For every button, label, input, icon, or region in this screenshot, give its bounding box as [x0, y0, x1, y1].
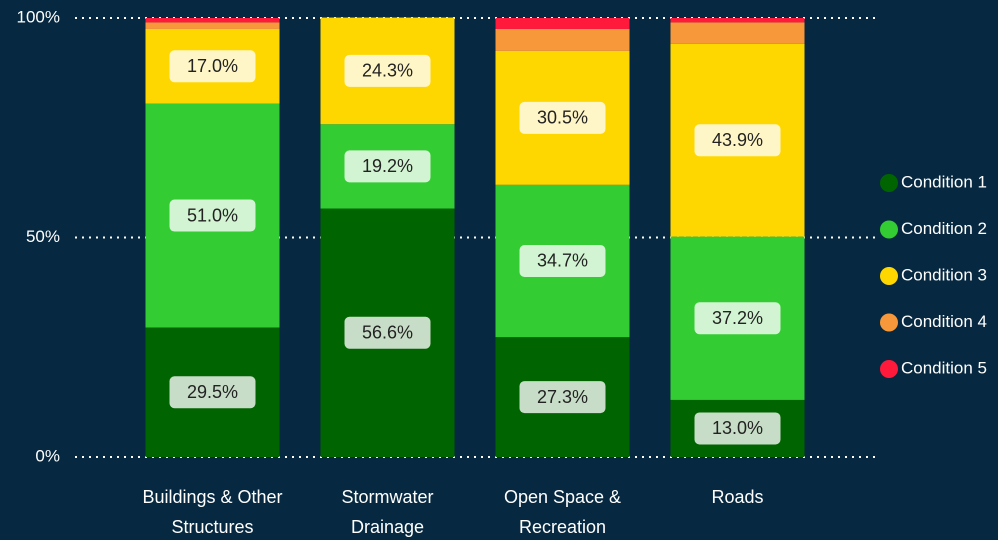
legend-label: Condition 1 — [901, 172, 987, 191]
data-label: 27.3% — [537, 387, 588, 407]
bar-segment — [145, 18, 280, 23]
bar-segment — [495, 28, 630, 51]
y-tick-label: 50% — [26, 227, 60, 246]
label-box — [169, 199, 256, 232]
label-box — [169, 376, 256, 409]
bar-segment — [145, 22, 280, 29]
label-box — [344, 150, 431, 183]
data-label: 56.6% — [362, 323, 413, 343]
legend-label: Condition 3 — [901, 265, 987, 284]
label-box — [344, 316, 431, 349]
label-box — [519, 101, 606, 134]
label-box — [169, 50, 256, 83]
label-box — [694, 124, 781, 157]
data-label: 37.2% — [712, 308, 763, 328]
data-label: 24.3% — [362, 61, 413, 81]
data-label: 19.2% — [362, 156, 413, 176]
data-label: 13.0% — [712, 418, 763, 438]
legend-marker — [880, 220, 898, 239]
legend-marker — [880, 267, 898, 285]
label-box — [519, 381, 606, 414]
y-tick-label: 0% — [35, 446, 60, 465]
bar-segment — [495, 18, 630, 29]
data-label: 51.0% — [187, 205, 238, 225]
data-label: 17.0% — [187, 56, 238, 76]
data-label: 30.5% — [537, 108, 588, 128]
legend-marker — [880, 174, 898, 192]
label-box — [344, 54, 431, 87]
legend-marker — [880, 313, 898, 332]
legend-label: Condition 4 — [901, 312, 987, 331]
legend-label: Condition 2 — [901, 219, 987, 238]
label-box — [519, 244, 606, 277]
x-tick-label: Roads — [711, 487, 764, 507]
bar-segment — [670, 18, 805, 23]
bar-segment — [670, 22, 805, 44]
y-tick-label: 100% — [17, 7, 60, 26]
data-label: 34.7% — [537, 251, 588, 271]
label-box — [694, 302, 781, 335]
x-tick-label: Buildings & Other Structures — [142, 487, 283, 537]
label-box — [694, 412, 781, 445]
x-tick-label: Open Space & Recreation — [503, 487, 622, 537]
legend-marker — [880, 360, 898, 378]
x-tick-label: Stormwater Drainage — [341, 487, 434, 537]
legend-label: Condition 5 — [901, 358, 987, 377]
data-label: 43.9% — [712, 130, 763, 150]
data-label: 29.5% — [187, 382, 238, 402]
